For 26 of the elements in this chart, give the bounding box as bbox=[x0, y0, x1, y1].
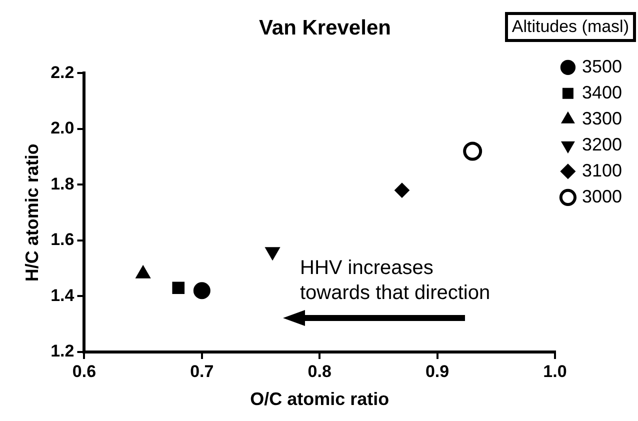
annotation: HHV increases towards that direction bbox=[300, 256, 492, 306]
y-tick-label: 1.4 bbox=[50, 286, 75, 305]
point bbox=[463, 142, 482, 161]
y-tick-label: 2.2 bbox=[50, 62, 74, 82]
point bbox=[394, 182, 410, 198]
y-tick-label: 1.6 bbox=[50, 230, 74, 250]
legend-label: 3000 bbox=[582, 186, 622, 206]
legend-label: 3100 bbox=[582, 160, 622, 180]
point bbox=[193, 282, 210, 300]
legend-title: Altitudes (masl) bbox=[504, 12, 636, 42]
x-tick-label: 0.7 bbox=[190, 362, 214, 381]
legend-label: 3500 bbox=[582, 56, 622, 76]
y-tick-label: 1.2 bbox=[50, 342, 74, 361]
x-tick-label: 1.0 bbox=[543, 362, 567, 381]
legend-label: 3200 bbox=[582, 134, 622, 154]
legend-label: 3300 bbox=[582, 108, 622, 128]
y-axis-title: H/C atomic ratio bbox=[22, 144, 42, 282]
x-tick-label: 0.8 bbox=[308, 362, 332, 381]
y-tick-label: 1.8 bbox=[50, 174, 74, 194]
point bbox=[172, 282, 185, 294]
x-tick-label: 0.9 bbox=[425, 362, 450, 381]
chart-title: Van Krevelen bbox=[259, 16, 391, 40]
x-axis-title: O/C atomic ratio bbox=[250, 389, 390, 410]
legend-label: 3400 bbox=[582, 82, 622, 102]
y-tick-label: 2.0 bbox=[50, 118, 74, 138]
x-tick-label: 0.6 bbox=[72, 362, 96, 381]
